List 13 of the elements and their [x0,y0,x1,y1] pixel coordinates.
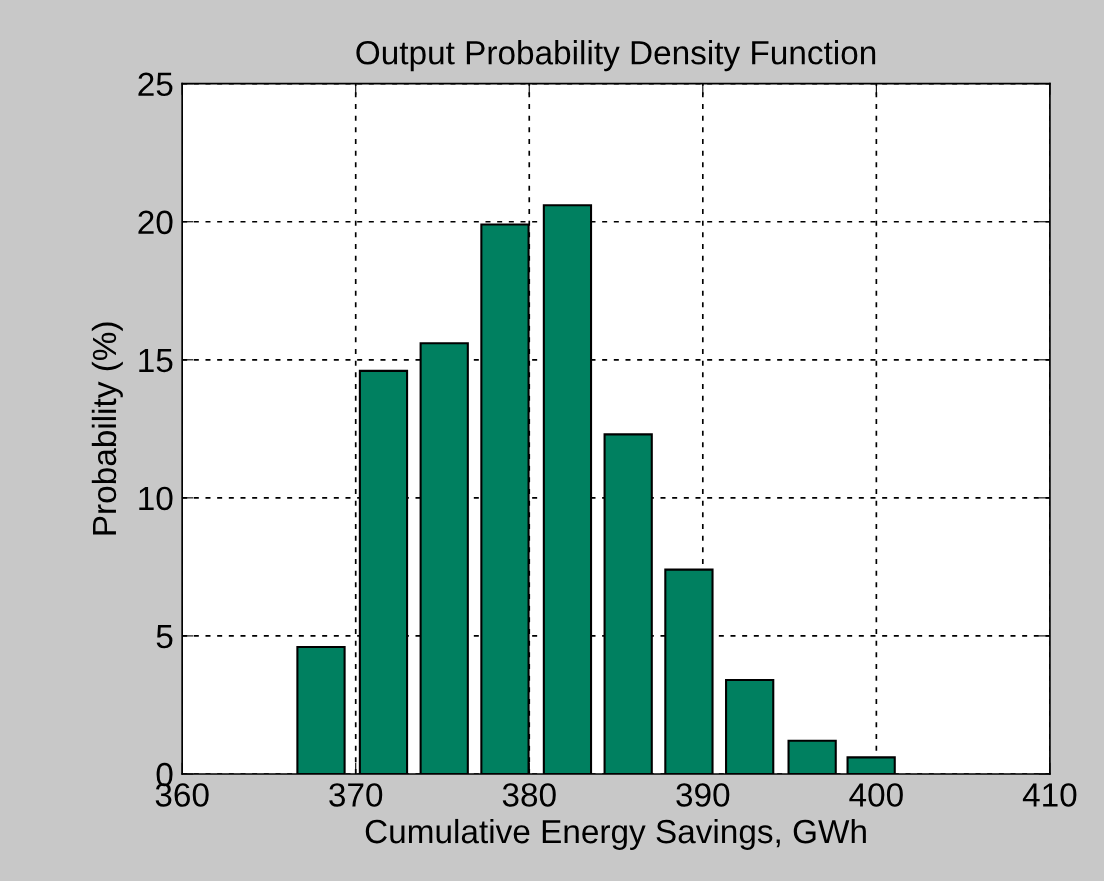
y-tick-label: 10 [139,486,173,511]
x-tick-label: 400 [849,783,903,807]
y-tick-label: 25 [138,72,173,97]
y-axis-title: Probability (%) [91,322,123,535]
x-tick-label: 380 [502,783,556,807]
x-tick-label: 370 [329,783,383,807]
x-axis-title: Cumulative Energy Savings, GWh [365,818,866,850]
chart-title: Output Probability Density Function [356,40,876,72]
x-tick-label: 410 [1022,783,1077,807]
y-tick-label: 5 [156,625,173,649]
y-tick-label: 15 [139,348,173,373]
x-tick-label: 390 [676,783,730,807]
y-tick-label: 20 [138,210,173,235]
